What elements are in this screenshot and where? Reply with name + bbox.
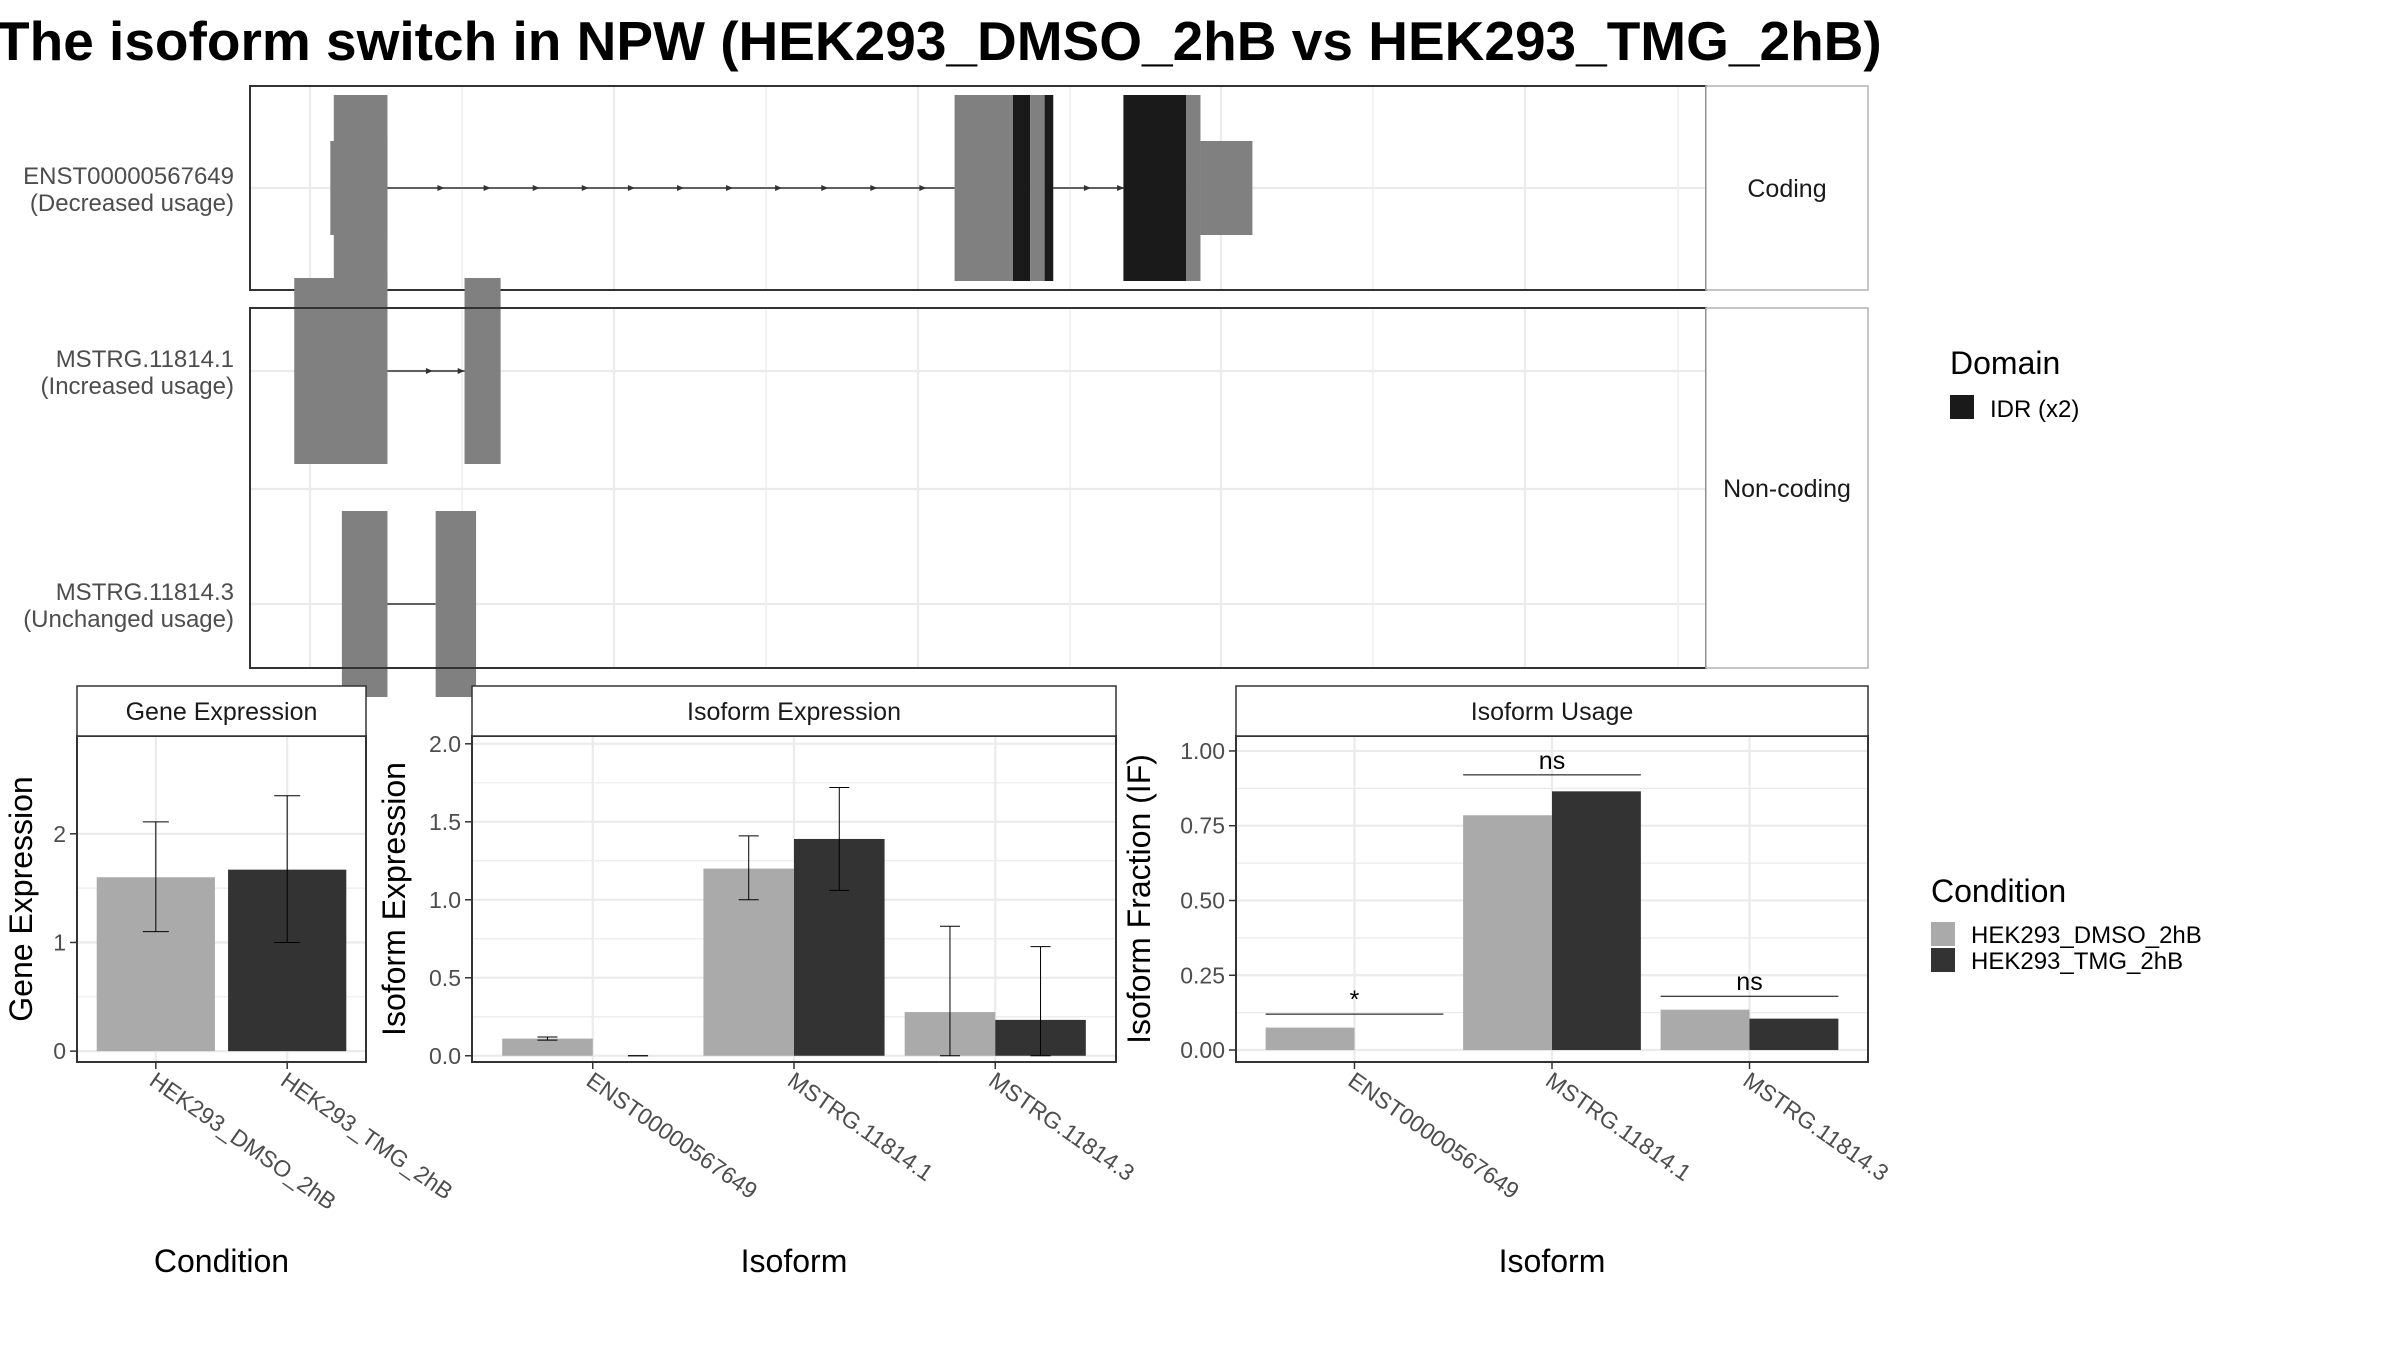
facet-strip [1235, 685, 1869, 737]
strand-arrow [437, 185, 445, 191]
y-tick-label: 0 [53, 1038, 66, 1064]
strand-arrow [627, 185, 635, 191]
y-tick-label: 1.00 [1180, 738, 1225, 764]
strand-arrow [1117, 185, 1125, 191]
exon-block [1030, 95, 1045, 281]
exon-block [341, 511, 388, 697]
strand-arrow [532, 185, 540, 191]
exon-block [954, 95, 1013, 281]
facet-strip [76, 685, 367, 737]
legend-key [1931, 948, 1955, 972]
y-tick-label: 1.0 [429, 887, 461, 913]
legends: Domain IDR (x2) Condition HEK293_DMSO_2hBHE… [1931, 345, 2202, 975]
x-axis-title: Isoform [741, 1243, 848, 1279]
domain-legend: Domain IDR (x2) [1950, 345, 2079, 423]
y-tick-label: 2 [53, 821, 66, 847]
bar [1265, 1027, 1355, 1051]
bar [1749, 1018, 1839, 1051]
facet-strip [1705, 307, 1869, 669]
idr-domain-block [1012, 95, 1031, 281]
strand-arrow [425, 368, 433, 374]
x-tick-label: MSTRG.11814.3 [984, 1067, 1139, 1186]
transcript-row: ENST00000567649(Decreased usage) [23, 95, 1253, 281]
transcript-usage-label: (Unchanged usage) [23, 606, 234, 633]
facet-strip [1705, 85, 1869, 291]
x-axis-title: Condition [154, 1243, 289, 1279]
legend-label: IDR (x2) [1990, 396, 2079, 423]
exon-block [1186, 95, 1201, 281]
y-tick-label: 1.5 [429, 809, 461, 835]
y-tick-label: 0.50 [1180, 887, 1225, 913]
strand-arrow [483, 185, 491, 191]
strand-arrow [676, 185, 684, 191]
strand-arrow [726, 185, 734, 191]
y-tick-label: 0.5 [429, 965, 461, 991]
legend-title: Domain [1950, 345, 2060, 381]
y-axis-title: Gene Expression [3, 776, 39, 1021]
legend-label: HEK293_DMSO_2hB [1971, 922, 2202, 949]
y-tick-label: 0.00 [1180, 1037, 1225, 1063]
legend-key [1950, 395, 1974, 419]
transcript-id-label: ENST00000567649 [23, 163, 234, 190]
significance-label: * [1350, 986, 1360, 1014]
idr-domain-block [1044, 95, 1054, 281]
panel-title: Gene Expression [126, 698, 318, 726]
legend-title: Condition [1931, 873, 2066, 909]
strand-arrow [1083, 185, 1091, 191]
facet-strip [471, 685, 1117, 737]
transcript-id-label: MSTRG.11814.1 [56, 346, 234, 373]
y-axis-title: Isoform Fraction (IF) [1121, 754, 1157, 1044]
strand-arrow [919, 185, 927, 191]
transcript-usage-label: (Increased usage) [41, 373, 234, 400]
transcript-id-label: MSTRG.11814.3 [56, 579, 234, 606]
strand-arrow [821, 185, 829, 191]
transcript-structure-plot: ENST00000567649(Decreased usage) Coding MS… [23, 85, 1869, 697]
panel-title: Isoform Expression [687, 698, 901, 726]
isoform-usage-panel: * ns ns Isoform Usage 0.00 0.25 0.50 0.75 1.00 EN… [1121, 685, 1894, 1279]
strand-arrow [870, 185, 878, 191]
y-tick-label: 0.25 [1180, 962, 1225, 988]
bar [1463, 815, 1552, 1051]
transcript-row: MSTRG.11814.3(Unchanged usage) [23, 511, 477, 697]
legend-key [1931, 922, 1955, 946]
strand-arrow [775, 185, 783, 191]
gene-expression-panel: Gene Expression012HEK293_DMSO_2hBHEK293_… [3, 685, 458, 1279]
y-tick-label: 0.75 [1180, 813, 1225, 839]
exon-block [435, 511, 477, 697]
bar [1552, 791, 1641, 1051]
isoform-expression-panel: Isoform Expression 0.0 0.5 1.0 1.5 2.0 ENST000… [376, 685, 1139, 1279]
y-tick-label: 2.0 [429, 731, 461, 757]
utr-block [1200, 141, 1253, 235]
y-tick-label: 0.0 [429, 1043, 461, 1069]
transcript-facet-panel: ENST00000567649(Decreased usage) Coding [23, 85, 1869, 291]
x-tick-label: ENST00000567649 [582, 1067, 762, 1204]
y-tick-label: 1 [53, 929, 66, 955]
significance-label: ns [1736, 968, 1762, 996]
x-tick-label: MSTRG.11814.3 [1739, 1067, 1894, 1186]
facet-strip-label: Coding [1747, 175, 1826, 203]
strand-arrow [457, 368, 465, 374]
exon-block [294, 278, 388, 464]
exon-block [333, 95, 388, 281]
x-tick-label: MSTRG.11814.1 [1541, 1067, 1696, 1186]
panel-title: Isoform Usage [1471, 698, 1634, 726]
x-tick-label: ENST00000567649 [1344, 1067, 1524, 1204]
bar [1660, 1009, 1750, 1051]
x-axis-title: Isoform [1499, 1243, 1606, 1279]
significance-label: ns [1539, 747, 1565, 775]
y-axis-title: Isoform Expression [376, 762, 412, 1036]
transcript-facet-panel: MSTRG.11814.1(Increased usage) MSTRG.1181… [23, 278, 1869, 697]
facet-strip-label: Non-coding [1723, 475, 1851, 503]
transcript-usage-label: (Decreased usage) [30, 190, 234, 217]
idr-domain-block [1123, 95, 1187, 281]
legend-label: HEK293_TMG_2hB [1971, 948, 2183, 975]
x-tick-label: MSTRG.11814.1 [783, 1067, 938, 1186]
exon-block [464, 278, 501, 464]
bar [502, 1038, 593, 1056]
figure-title: The isoform switch in NPW (HEK293_DMSO_2… [0, 10, 1882, 72]
strand-arrow [581, 185, 589, 191]
